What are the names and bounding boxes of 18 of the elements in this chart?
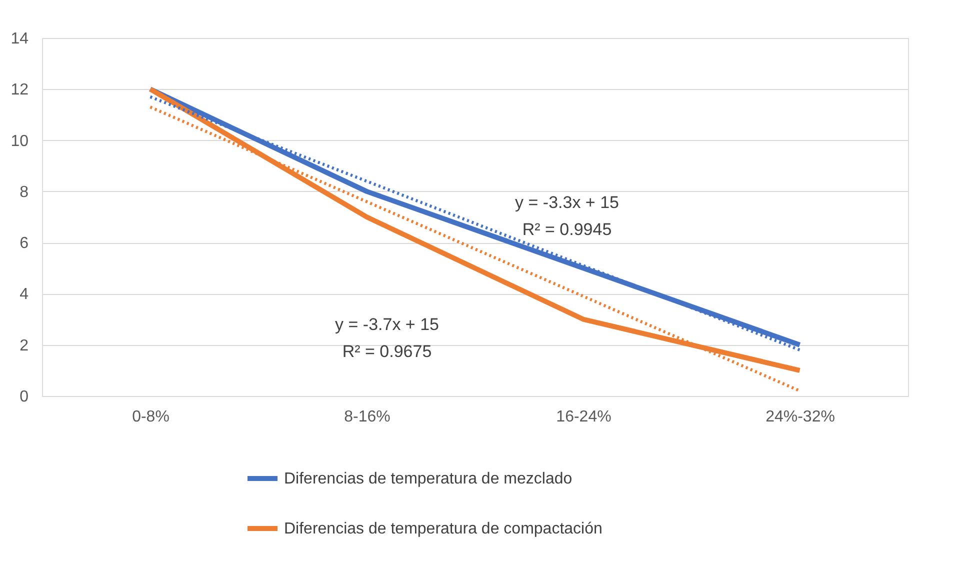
annotation: R² = 0.9675 [342,342,432,361]
y-tick-label: 10 [10,132,29,150]
annotation: y = -3.3x + 15 [515,193,619,212]
annotation: R² = 0.9945 [522,220,612,239]
y-tick-label: 8 [20,184,29,201]
y-tick-label: 12 [10,82,29,99]
annotation: y = -3.7x + 15 [335,315,439,334]
y-tick-label: 2 [20,337,29,354]
y-tick-label: 0 [20,388,29,406]
x-tick-label: 16-24% [556,408,612,426]
y-tick-label: 6 [20,235,29,252]
legend-label: Diferencias de temperatura de mezclado [284,470,572,488]
legend-label: Diferencias de temperatura de compactación [284,520,602,538]
x-tick-label: 24%-32% [766,408,835,426]
y-tick-label: 14 [10,30,29,48]
x-tick-label: 8-16% [344,408,390,426]
y-tick-label: 4 [20,286,29,304]
x-tick-label: 0-8% [132,408,170,426]
